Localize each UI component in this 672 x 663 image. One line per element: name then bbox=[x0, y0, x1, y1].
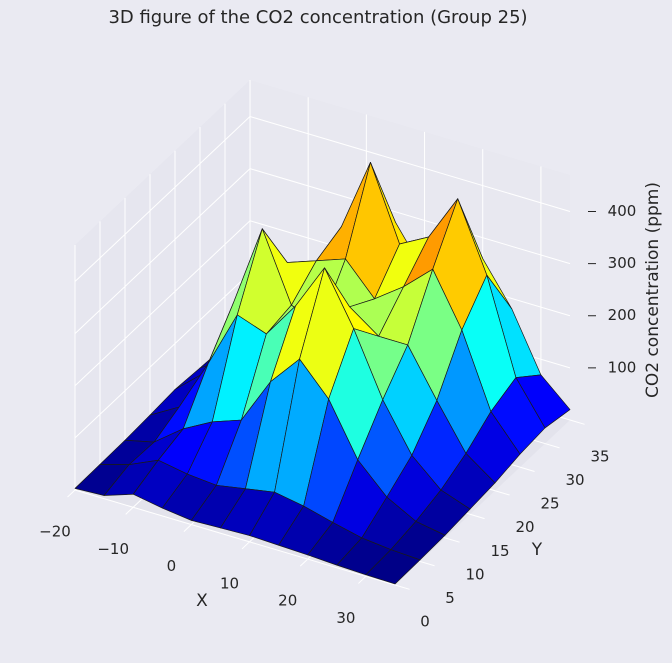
x-axis-label: X bbox=[196, 591, 208, 611]
tick-mark bbox=[299, 558, 309, 567]
x-tick-label: 0 bbox=[167, 557, 177, 575]
z-tick-label: 200 bbox=[608, 306, 637, 324]
tick-mark bbox=[358, 575, 367, 584]
z-tick-label: 400 bbox=[608, 202, 637, 220]
y-tick-label: 30 bbox=[565, 471, 584, 489]
y-tick-label: 5 bbox=[445, 589, 455, 607]
tick-mark bbox=[494, 490, 510, 496]
left-pane bbox=[75, 80, 250, 490]
tick-mark bbox=[241, 541, 250, 550]
x-tick-label: −10 bbox=[97, 540, 129, 558]
tick-mark bbox=[519, 466, 535, 472]
chart-title: 3D figure of the CO2 concentration (Grou… bbox=[108, 7, 527, 28]
tick-mark bbox=[469, 513, 485, 520]
tick-mark bbox=[419, 560, 435, 567]
grid-line bbox=[249, 116, 571, 212]
grid-line bbox=[74, 220, 251, 387]
grid-line bbox=[74, 116, 251, 282]
grid-line bbox=[74, 272, 251, 439]
x-tick-label: 20 bbox=[278, 592, 297, 610]
tick-mark bbox=[67, 489, 76, 498]
tick-mark bbox=[125, 506, 134, 515]
y-axis-label: Y bbox=[531, 540, 543, 560]
y-tick-label: 15 bbox=[490, 542, 509, 560]
grid-line bbox=[74, 168, 251, 334]
y-tick-label: 35 bbox=[590, 448, 609, 466]
tick-mark bbox=[544, 443, 560, 449]
x-tick-label: −20 bbox=[39, 523, 71, 541]
tick-mark bbox=[183, 524, 192, 532]
z-tick-label: 100 bbox=[608, 358, 637, 376]
z-tick-label: 300 bbox=[608, 254, 637, 272]
y-tick-label: 0 bbox=[420, 613, 430, 631]
tick-mark bbox=[444, 537, 460, 543]
x-tick-label: 10 bbox=[220, 574, 239, 592]
grid-line bbox=[74, 489, 396, 586]
tick-mark bbox=[569, 419, 585, 425]
y-tick-label: 20 bbox=[515, 518, 534, 536]
x-tick-label: 30 bbox=[336, 609, 355, 627]
grid-line bbox=[249, 168, 571, 265]
tick-mark bbox=[394, 584, 410, 590]
z-axis-label: CO2 concentration (ppm) bbox=[643, 182, 663, 398]
y-tick-label: 25 bbox=[540, 495, 559, 513]
surface-face bbox=[365, 549, 421, 585]
y-tick-label: 10 bbox=[465, 565, 484, 583]
